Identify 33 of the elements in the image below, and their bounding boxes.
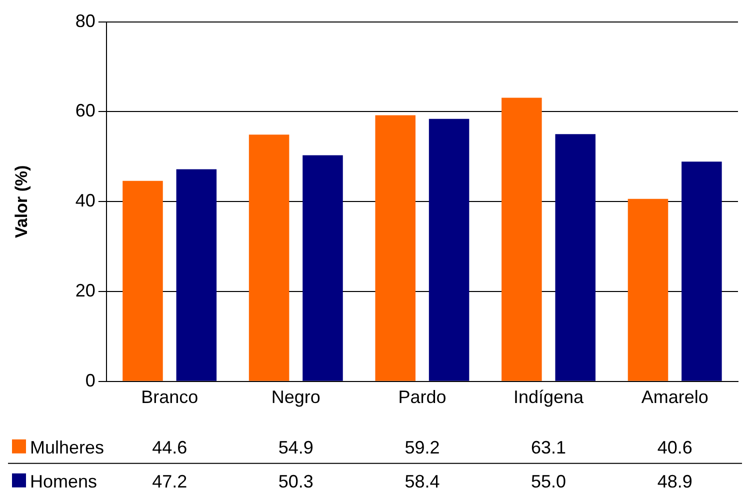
bar [502, 98, 542, 381]
bar [375, 115, 416, 381]
y-tick-label: 40 [75, 190, 96, 211]
bar [555, 134, 596, 381]
x-tick-label: Negro [271, 387, 320, 408]
bar [682, 162, 722, 381]
data-label: 58.4 [404, 471, 440, 492]
x-tick-label: Indígena [513, 387, 585, 408]
bar [122, 180, 163, 381]
y-tick-label: 0 [85, 370, 96, 390]
bar [628, 198, 668, 381]
y-tick-label: 80 [75, 10, 96, 31]
bar [176, 169, 217, 381]
legend-label: Mulheres [30, 437, 104, 458]
data-label: 55.0 [531, 471, 566, 492]
x-tick-label: Branco [141, 387, 198, 408]
bar [428, 118, 470, 381]
y-tick-label: 60 [75, 100, 96, 121]
legend-label: Homens [30, 471, 98, 492]
bar [302, 155, 343, 381]
data-label: 40.6 [657, 437, 692, 458]
data-label: 59.2 [404, 437, 440, 458]
data-label: 50.3 [278, 471, 314, 492]
x-tick-label: Pardo [398, 387, 446, 408]
data-label: 47.2 [152, 471, 188, 492]
y-tick-label: 20 [75, 280, 96, 300]
x-tick-label: Amarelo [641, 387, 708, 408]
bar [248, 134, 290, 381]
data-label: 63.1 [531, 437, 566, 458]
data-label: 54.9 [278, 437, 314, 458]
data-label: 44.6 [152, 437, 188, 458]
y-axis-title: Valor (%) [12, 165, 31, 238]
data-label: 48.9 [657, 471, 692, 492]
